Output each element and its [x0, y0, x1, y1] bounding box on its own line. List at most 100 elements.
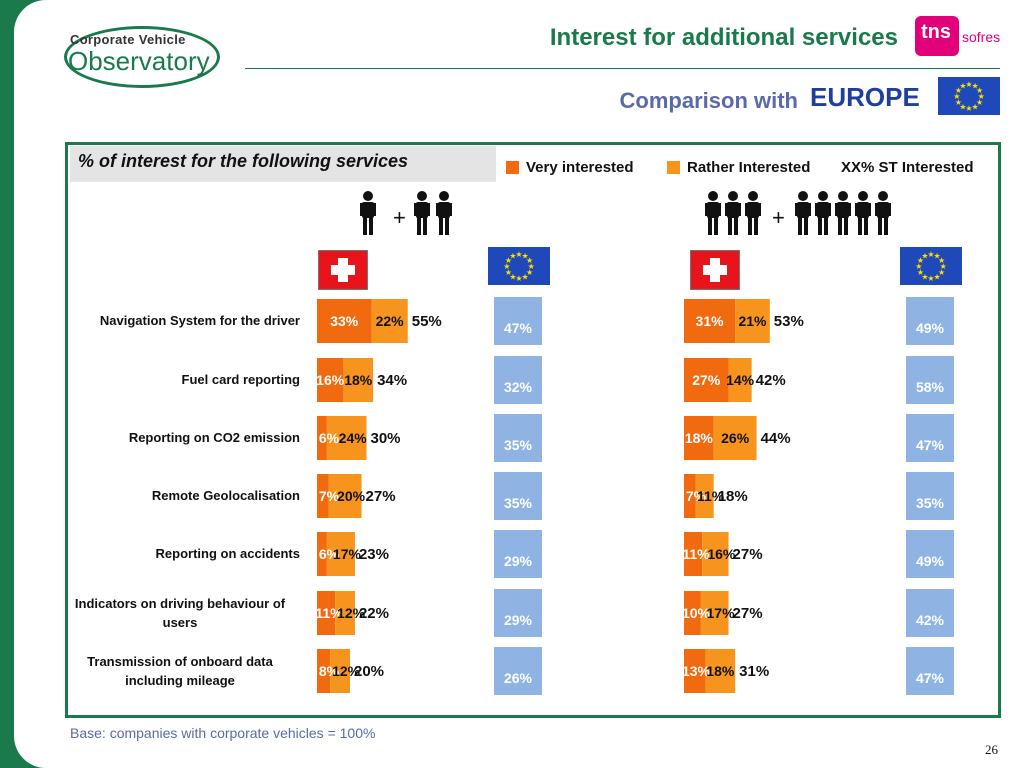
person-icon	[835, 191, 851, 235]
data-label-very-interested: 16%	[316, 372, 345, 388]
data-label-europe: 29%	[504, 612, 533, 628]
svg-text:★: ★	[528, 262, 535, 271]
europe-total-box	[494, 530, 542, 578]
svg-text:★: ★	[976, 86, 983, 95]
data-label-very-interested: 31%	[696, 313, 725, 329]
data-label-europe: 47%	[916, 437, 945, 453]
person-icon	[815, 191, 831, 235]
legend-label-very-interested: Very interested	[526, 159, 634, 176]
bar-very-interested	[317, 649, 331, 693]
svg-text:★: ★	[940, 262, 947, 271]
svg-text:★: ★	[917, 256, 924, 265]
bar-very-interested	[317, 416, 327, 460]
svg-text:★: ★	[976, 98, 983, 107]
bar-rather-interested	[705, 649, 736, 693]
svg-text:★: ★	[515, 250, 522, 259]
europe-total-box	[494, 647, 542, 695]
data-label-rather-interested: 17%	[707, 605, 736, 621]
svg-text:★: ★	[938, 268, 945, 277]
data-label-total: 27%	[733, 605, 763, 622]
europe-total-box	[906, 472, 954, 520]
svg-text:★: ★	[978, 92, 985, 101]
data-label-rather-interested: 16%	[707, 546, 736, 562]
data-label-total: 30%	[371, 430, 401, 447]
data-label-europe: 35%	[504, 495, 533, 511]
data-label-rather-interested: 17%	[333, 546, 362, 562]
svg-text:★: ★	[509, 251, 516, 260]
data-label-very-interested: 8%	[319, 663, 340, 679]
svg-text:★: ★	[505, 268, 512, 277]
bar-very-interested	[684, 299, 736, 343]
svg-text:★: ★	[959, 81, 966, 90]
data-label-total: 34%	[377, 372, 407, 389]
svg-text:★: ★	[927, 250, 934, 259]
bar-very-interested	[317, 358, 344, 402]
europe-total-box	[906, 530, 954, 578]
data-label-rather-interested: 22%	[376, 313, 405, 329]
data-label-very-interested: 6%	[319, 430, 340, 446]
left-decoration-strip	[0, 0, 46, 768]
comparison-region: EUROPE	[810, 82, 920, 112]
data-label-very-interested: 33%	[330, 313, 359, 329]
svg-text:★: ★	[933, 273, 940, 282]
data-label-rather-interested: 26%	[721, 430, 750, 446]
data-label-europe: 58%	[916, 379, 945, 395]
svg-text:★: ★	[921, 251, 928, 260]
data-label-total: 23%	[359, 546, 389, 563]
data-label-total: 55%	[412, 313, 442, 330]
bar-rather-interested	[728, 358, 752, 402]
data-label-total: 22%	[359, 605, 389, 622]
plus-icon: +	[393, 205, 406, 230]
category-label: Reporting on accidents	[155, 546, 300, 561]
person-icon	[705, 191, 721, 235]
bar-very-interested	[684, 591, 701, 635]
data-label-total: 31%	[739, 663, 769, 680]
data-label-rather-interested: 20%	[337, 488, 366, 504]
svg-text:★: ★	[515, 274, 522, 283]
bar-very-interested	[684, 358, 729, 402]
svg-text:★: ★	[971, 103, 978, 112]
bar-rather-interested	[735, 299, 770, 343]
swiss-flag-icon	[318, 250, 368, 290]
bar-rather-interested	[326, 416, 367, 460]
data-label-europe: 26%	[504, 670, 533, 686]
bar-very-interested	[317, 591, 336, 635]
data-label-europe: 49%	[916, 553, 945, 569]
europe-total-box	[906, 647, 954, 695]
data-label-europe: 49%	[916, 320, 945, 336]
bar-rather-interested	[695, 474, 714, 518]
europe-total-box	[494, 589, 542, 637]
svg-text:★: ★	[521, 251, 528, 260]
svg-text:★: ★	[526, 268, 533, 277]
svg-text:★: ★	[503, 262, 510, 271]
category-label: Indicators on driving behaviour of users	[74, 596, 286, 630]
tns-sofres-logo: tns sofres	[915, 14, 1005, 58]
eu-flag-icon: ★ ★ ★ ★ ★ ★ ★ ★ ★ ★ ★ ★	[900, 247, 962, 285]
europe-total-box	[906, 297, 954, 345]
category-label: Remote Geolocalisation	[151, 488, 300, 503]
svg-text:★: ★	[955, 86, 962, 95]
chart-panel	[65, 142, 1001, 718]
data-label-europe: 42%	[916, 612, 945, 628]
svg-text:★: ★	[505, 256, 512, 265]
data-label-rather-interested: 21%	[738, 313, 767, 329]
svg-text:★: ★	[917, 268, 924, 277]
svg-text:★: ★	[971, 81, 978, 90]
data-label-europe: 47%	[504, 320, 533, 336]
bar-very-interested	[684, 474, 696, 518]
bar-very-interested	[317, 299, 372, 343]
data-label-europe: 29%	[504, 553, 533, 569]
europe-total-box	[494, 414, 542, 462]
bar-rather-interested	[330, 649, 350, 693]
europe-total-box	[494, 356, 542, 404]
svg-text:★: ★	[959, 103, 966, 112]
people-group-small-icon	[360, 191, 452, 235]
bar-rather-interested	[335, 591, 355, 635]
data-label-rather-interested: 24%	[339, 430, 368, 446]
legend-swatch-rather-interested	[667, 161, 680, 174]
person-icon	[436, 191, 452, 235]
data-label-rather-interested: 11%	[697, 488, 725, 504]
svg-text:★: ★	[938, 256, 945, 265]
bar-rather-interested	[326, 532, 355, 576]
